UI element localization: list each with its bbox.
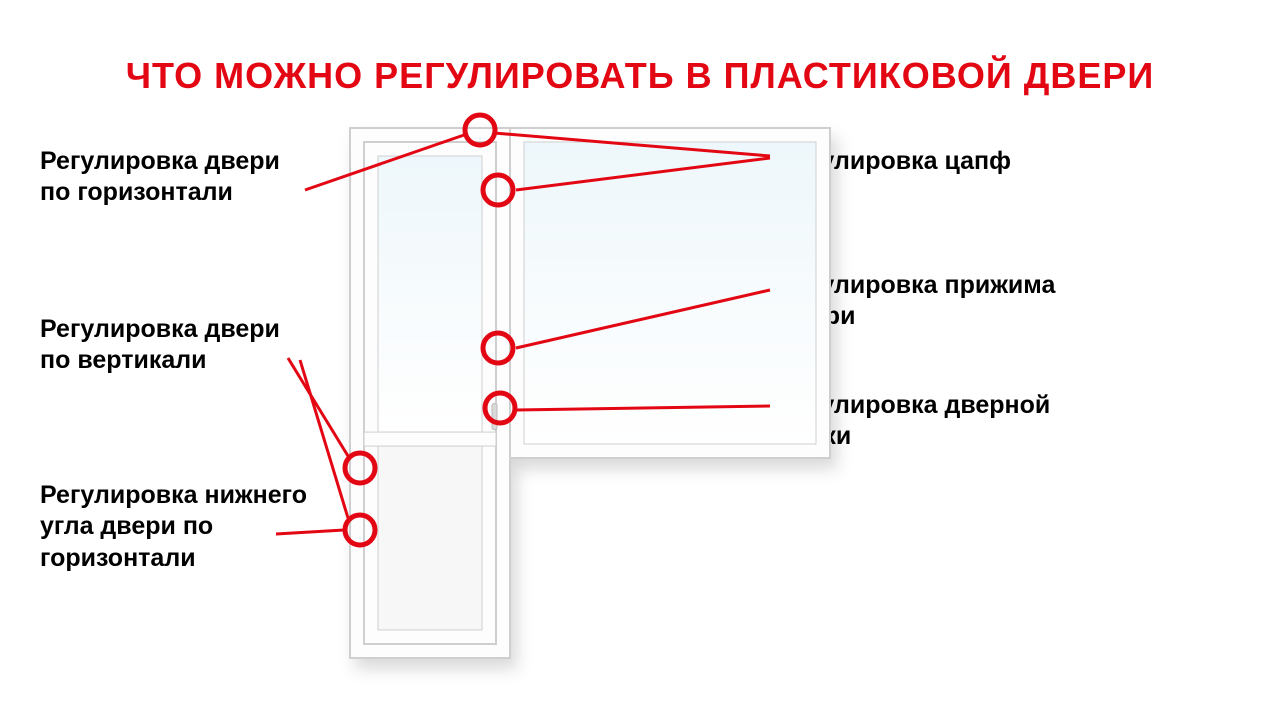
label-bottom-corner-adjust: Регулировка нижнегоугла двери погоризонт… [40,480,307,574]
label-handle-adjust: Регулировка двернойручки [780,390,1050,453]
label-vertical-adjust: Регулировка дверипо вертикали [40,314,280,377]
page-title: ЧТО МОЖНО РЕГУЛИРОВАТЬ В ПЛАСТИКОВОЙ ДВЕ… [0,55,1280,97]
label-horizontal-adjust: Регулировка дверипо горизонтали [40,146,280,209]
label-pressure-adjust: Регулировка прижимадвери [780,270,1055,333]
label-pin-adjust: Регулировка цапф [780,146,1011,177]
